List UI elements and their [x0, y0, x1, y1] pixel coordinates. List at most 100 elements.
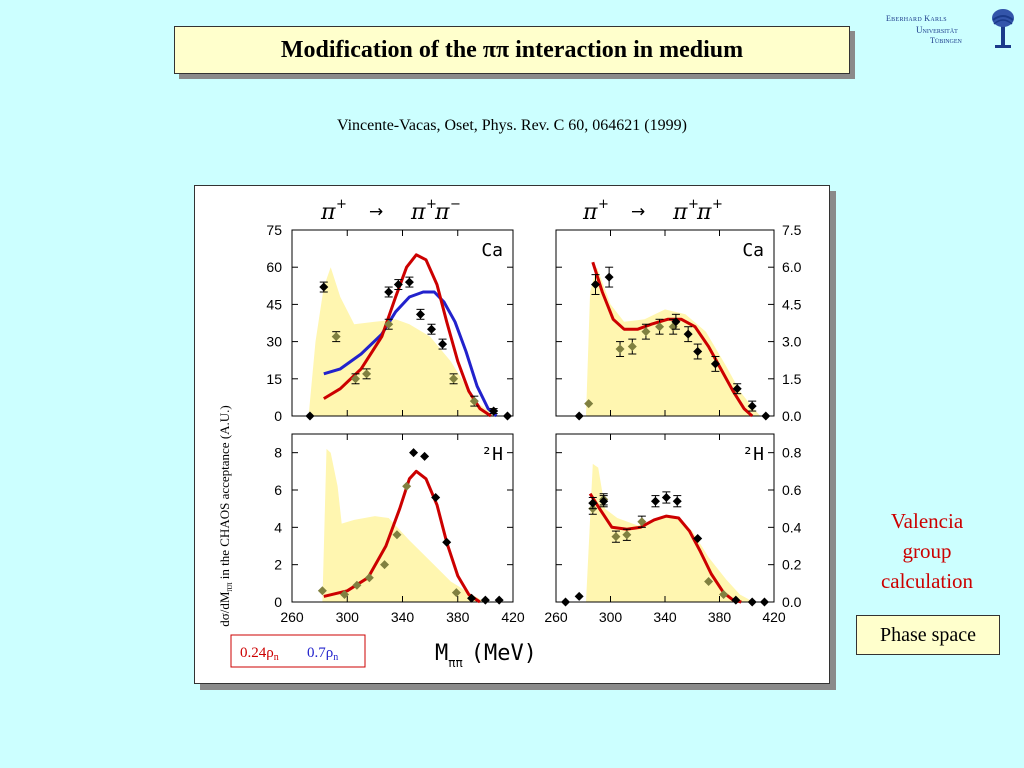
data-point-olive [615, 344, 625, 354]
data-point-olive [402, 481, 412, 491]
data-point-olive [719, 590, 729, 600]
y-tick-label: 45 [266, 296, 282, 312]
title-sup: + [598, 197, 609, 212]
data-point-black [650, 496, 660, 506]
data-point-black [393, 280, 403, 290]
data-point-black [761, 411, 771, 421]
y-tick-label: 0.0 [782, 408, 802, 424]
curve-0.7rho [323, 290, 498, 418]
data-point-olive [331, 332, 341, 342]
y-tick-label: 0.2 [782, 557, 802, 573]
x-tick-label: 300 [599, 609, 623, 625]
data-point-black [319, 282, 329, 292]
panel-ul: 0 15 30 45 60 75 Ca [266, 222, 514, 424]
y-tick-label: 6.0 [782, 259, 802, 275]
citation-text: Vincente-Vacas, Oset, Phys. Rev. C 60, 0… [337, 117, 687, 134]
data-point-olive [392, 530, 402, 540]
legend-item-0.7rho: 0.7ρn [307, 645, 338, 663]
panel-label: ²H [481, 444, 503, 465]
data-point-black [747, 401, 757, 411]
title-pi: π [434, 200, 450, 225]
palm-tree-icon [992, 9, 1014, 48]
y-axis-label: dσ/dMππ in the CHAOS acceptance (A.U.) [217, 405, 234, 627]
y-tick-label: 4 [274, 519, 282, 535]
data-point-black [427, 324, 437, 334]
legend-box [230, 634, 366, 668]
data-point-black [574, 411, 584, 421]
data-point-black [599, 496, 609, 506]
x-axis-label: Mππ (MeV) [435, 641, 537, 670]
data-point-black [672, 496, 682, 506]
phase-space-text: Phase space [879, 623, 977, 646]
data-point-olive [611, 532, 621, 542]
data-point-black [489, 406, 499, 416]
data-point-olive [622, 530, 632, 540]
data-point-olive [704, 576, 714, 586]
data-point-black [693, 534, 703, 544]
data-point-olive [362, 369, 372, 379]
data-point-olive [339, 590, 349, 600]
title-sup: + [712, 197, 723, 212]
data-point-olive [655, 322, 665, 332]
phase-space-area [585, 267, 761, 416]
data-point-black [384, 287, 394, 297]
slide-title: Modification of the ππ interaction in me… [174, 26, 850, 74]
y-tick-label: 15 [266, 371, 282, 387]
data-point-black [442, 537, 452, 547]
data-point-olive [584, 399, 594, 409]
side-label-line-1: Valencia [890, 509, 964, 533]
phase-space-area [322, 448, 486, 602]
data-point-olive [627, 342, 637, 352]
y-tick-label: 0.4 [782, 519, 802, 535]
slide-title-text: Modification of the ππ interaction in me… [280, 36, 744, 63]
y-tick-label: 3.0 [782, 334, 802, 350]
x-tick-label: 300 [336, 609, 360, 625]
data-point-black [731, 595, 741, 605]
y-tick-label: 0 [274, 594, 282, 610]
title-sup: + [688, 197, 699, 212]
data-point-black [747, 597, 757, 607]
side-label-line-2: group [902, 539, 952, 563]
data-point-black [591, 280, 601, 290]
data-point-olive [637, 517, 647, 527]
title-pi: π [320, 200, 336, 225]
phase-space-area [585, 463, 754, 602]
x-tick-label: 340 [391, 609, 415, 625]
data-point-olive [317, 586, 327, 596]
logo-line-2: Universität [916, 25, 958, 35]
side-label-line-3: calculation [880, 569, 974, 593]
title-pi: π [410, 200, 426, 225]
data-point-black [494, 595, 504, 605]
data-point-black [561, 597, 571, 607]
data-point-black [438, 339, 448, 349]
title-sup: + [336, 197, 347, 212]
data-point-black [693, 347, 703, 357]
legend: 0.24ρn 0.7ρn [230, 634, 366, 668]
data-point-olive [364, 573, 374, 583]
panel-label: Ca [481, 240, 503, 261]
x-tick-label: 380 [446, 609, 470, 625]
y-tick-label: 4.5 [782, 296, 802, 312]
data-point-black [305, 411, 315, 421]
data-point-black [604, 272, 614, 282]
data-point-black [404, 277, 414, 287]
data-point-olive [380, 560, 390, 570]
legend-item-0.24rho: 0.24ρn [240, 645, 279, 663]
y-tick-label: 6 [274, 482, 282, 498]
y-tick-label: 60 [266, 259, 282, 275]
curve-0.24rho [323, 253, 492, 418]
data-point-black [420, 451, 430, 461]
data-point-black [467, 593, 477, 603]
y-tick-label: 8 [274, 445, 282, 461]
panel-label: Ca [742, 240, 764, 261]
y-tick-label: 0.0 [782, 594, 802, 610]
data-point-black [732, 384, 742, 394]
data-point-black [502, 411, 512, 421]
column-title-left: π + → π +π − [320, 197, 461, 225]
y-tick-label: 2 [274, 557, 282, 573]
x-tick-label: 420 [762, 609, 786, 625]
data-point-olive [351, 374, 361, 384]
data-point-black [588, 498, 598, 508]
